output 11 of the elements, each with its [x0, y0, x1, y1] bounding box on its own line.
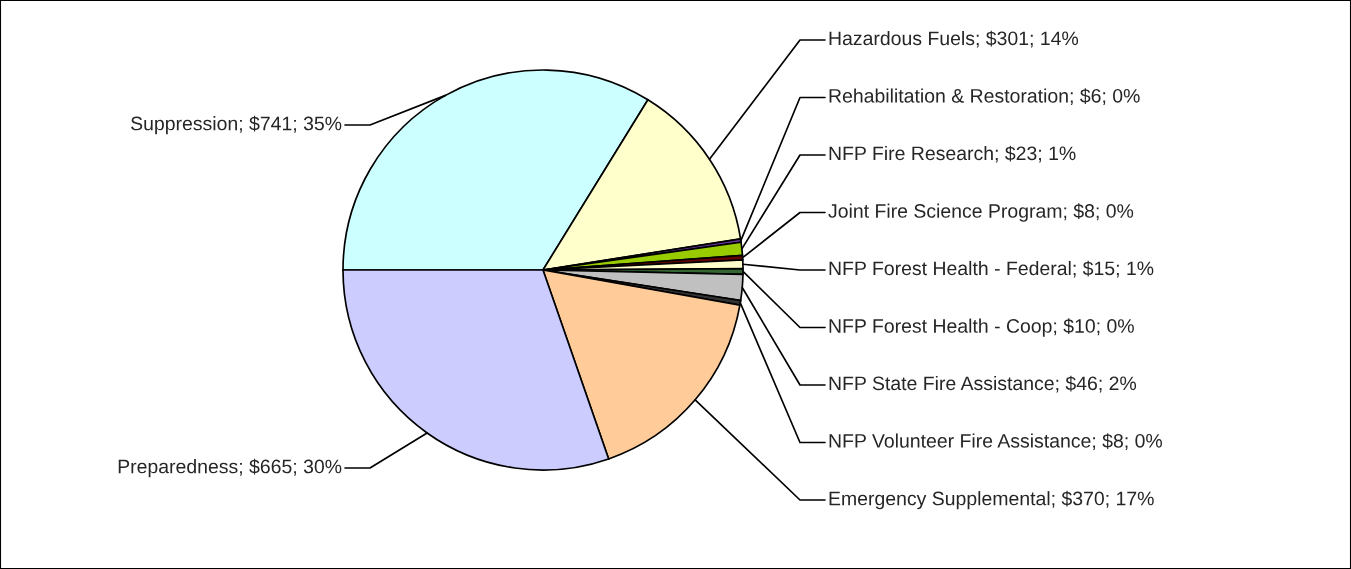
slice-label: Rehabilitation & Restoration; $6; 0% [829, 88, 1140, 106]
slice-label: NFP Forest Health - Coop; $10; 0% [829, 318, 1134, 337]
slice-label: NFP State Fire Assistance; $46; 2% [829, 375, 1137, 393]
slice-label: NFP Forest Health - Federal; $15; 1% [829, 260, 1154, 278]
slice-label: Joint Fire Science Program; $8; 0% [828, 203, 1134, 222]
slice-label: Suppression; $741; 35% [131, 115, 342, 135]
slice-label: Emergency Supplemental; $370; 17% [829, 490, 1154, 510]
slice-label: NFP Volunteer Fire Assistance; $8; 0% [829, 433, 1163, 451]
slice-label: NFP Fire Research; $23; 1% [829, 145, 1076, 163]
slice-label: Preparedness; $665; 30% [118, 458, 342, 478]
slice-label: Hazardous Fuels; $301; 14% [829, 30, 1079, 48]
